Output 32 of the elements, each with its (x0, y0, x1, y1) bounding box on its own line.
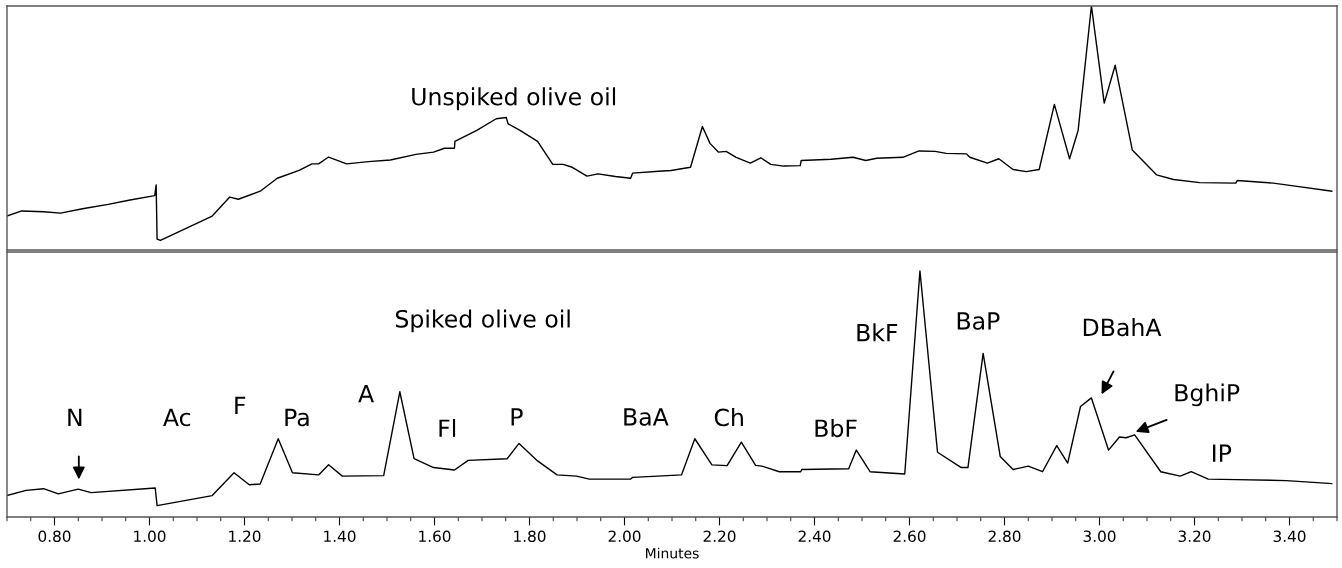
x-tick-label: 1.20 (229, 530, 261, 543)
x-tick-label: 1.60 (419, 530, 451, 543)
annotation: IP (1213, 444, 1232, 462)
x-tick-label: 2.40 (798, 530, 831, 543)
annotation: BbF (815, 418, 857, 438)
annotation: BaP (957, 312, 1000, 330)
x-axis-title: Minutes (646, 547, 699, 559)
annotation: F (235, 396, 246, 415)
x-tick-label: 3.00 (1083, 530, 1116, 543)
annotation: Pa (285, 408, 309, 427)
x-tick-label: 2.80 (988, 530, 1021, 543)
x-tick-label: 1.00 (134, 530, 166, 543)
x-tick-label: 3.40 (1273, 530, 1306, 543)
annotation: A (358, 384, 374, 403)
annotation: Fl (439, 418, 456, 437)
x-tick-label: 1.40 (324, 530, 356, 543)
annotation: BghiP (1175, 383, 1240, 407)
x-tick-label: 0.80 (38, 530, 71, 543)
annotation: DBahA (1083, 317, 1162, 337)
annotation: P (511, 408, 523, 426)
annotation: N (68, 408, 82, 426)
annotation: Ch (714, 408, 743, 427)
text: Unspiked olive oil (412, 87, 616, 111)
x-tick-label: 3.20 (1178, 530, 1211, 543)
annotation: BaA (624, 408, 669, 426)
x-tick-label: 2.60 (893, 530, 926, 543)
annotation: Ac (163, 408, 191, 427)
text: Spiked olive oil (395, 309, 570, 333)
x-tick-label: 1.80 (514, 530, 546, 543)
annotation: BkF (857, 323, 898, 342)
x-tick-label: 2.00 (608, 530, 641, 543)
x-tick-label: 2.20 (703, 530, 736, 543)
